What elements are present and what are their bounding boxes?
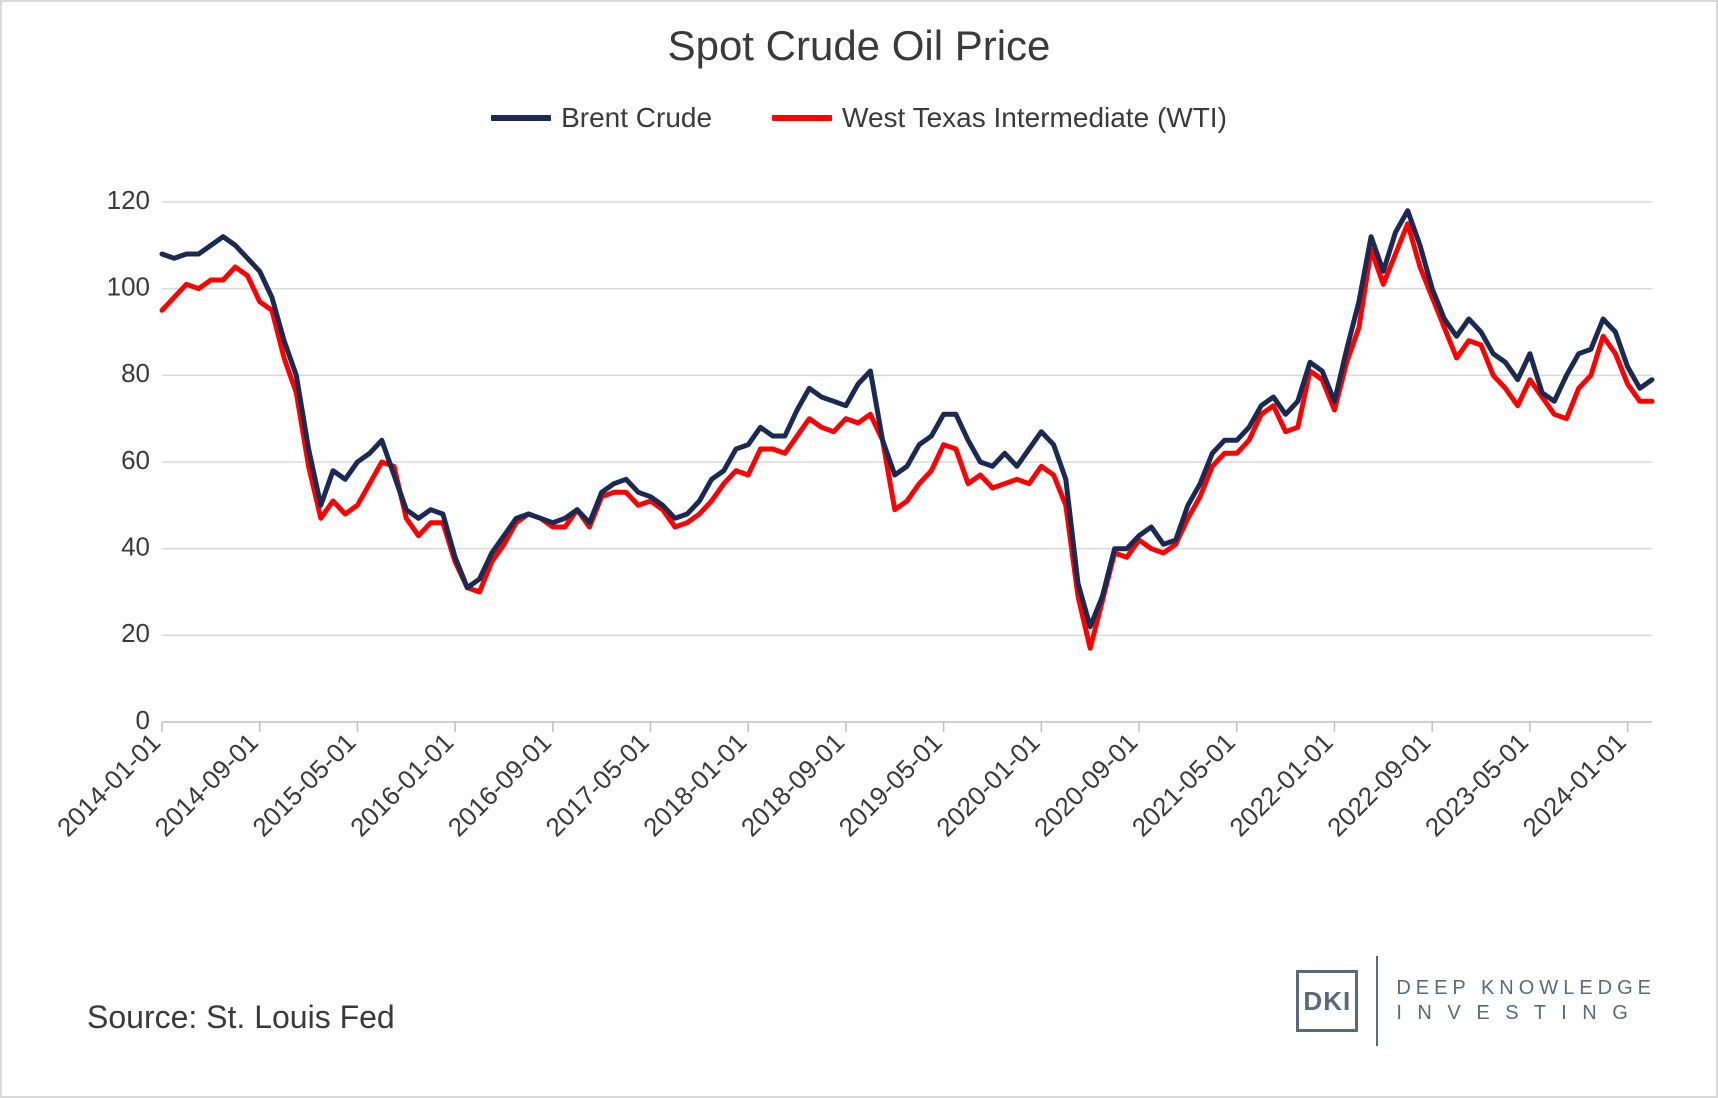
legend-label: Brent Crude [561,102,712,134]
x-tick-label: 2017-05-01 [540,727,655,842]
y-tick-label: 60 [121,445,150,475]
x-tick-label: 2022-01-01 [1223,727,1338,842]
x-tick-label: 2015-05-01 [246,727,361,842]
logo-line1: DEEP KNOWLEDGE [1396,976,1656,1001]
legend-item: Brent Crude [491,102,712,134]
legend-swatch-icon [772,115,832,121]
y-tick-label: 120 [107,185,150,215]
y-tick-label: 40 [121,532,150,562]
logo-text: DEEP KNOWLEDGE I N V E S T I N G [1396,976,1656,1026]
series-line [162,211,1652,627]
chart-title-text: Spot Crude Oil Price [668,22,1051,69]
legend-item: West Texas Intermediate (WTI) [772,102,1227,134]
x-tick-label: 2018-09-01 [735,727,850,842]
logo-box-icon: DKI [1296,970,1358,1032]
series-line [162,224,1652,649]
x-tick-label: 2014-09-01 [149,727,264,842]
y-tick-label: 100 [107,272,150,302]
plot-svg: 0204060801001202014-01-012014-09-012015-… [92,202,1652,722]
logo-line2: I N V E S T I N G [1396,1001,1656,1026]
logo-divider [1376,956,1378,1046]
legend-label: West Texas Intermediate (WTI) [842,102,1227,134]
brand-logo: DKI DEEP KNOWLEDGE I N V E S T I N G [1296,956,1656,1046]
legend: Brent Crude West Texas Intermediate (WTI) [2,102,1716,134]
x-tick-label: 2014-01-01 [51,727,166,842]
x-tick-label: 2021-05-01 [1126,727,1241,842]
x-tick-label: 2016-01-01 [344,727,459,842]
legend-swatch-icon [491,115,551,121]
y-tick-label: 80 [121,358,150,388]
x-tick-label: 2024-01-01 [1517,727,1632,842]
x-tick-label: 2020-09-01 [1028,727,1143,842]
y-tick-label: 20 [121,618,150,648]
source-text: Source: St. Louis Fed [87,999,395,1036]
x-tick-label: 2016-09-01 [442,727,557,842]
x-tick-label: 2023-05-01 [1419,727,1534,842]
x-tick-label: 2018-01-01 [637,727,752,842]
x-tick-label: 2020-01-01 [930,727,1045,842]
x-tick-label: 2019-05-01 [833,727,948,842]
chart-frame: Spot Crude Oil Price Brent Crude West Tex… [0,0,1718,1098]
x-tick-label: 2022-09-01 [1321,727,1436,842]
plot-area: 0204060801001202014-01-012014-09-012015-… [92,202,1652,722]
chart-title: Spot Crude Oil Price [2,22,1716,70]
